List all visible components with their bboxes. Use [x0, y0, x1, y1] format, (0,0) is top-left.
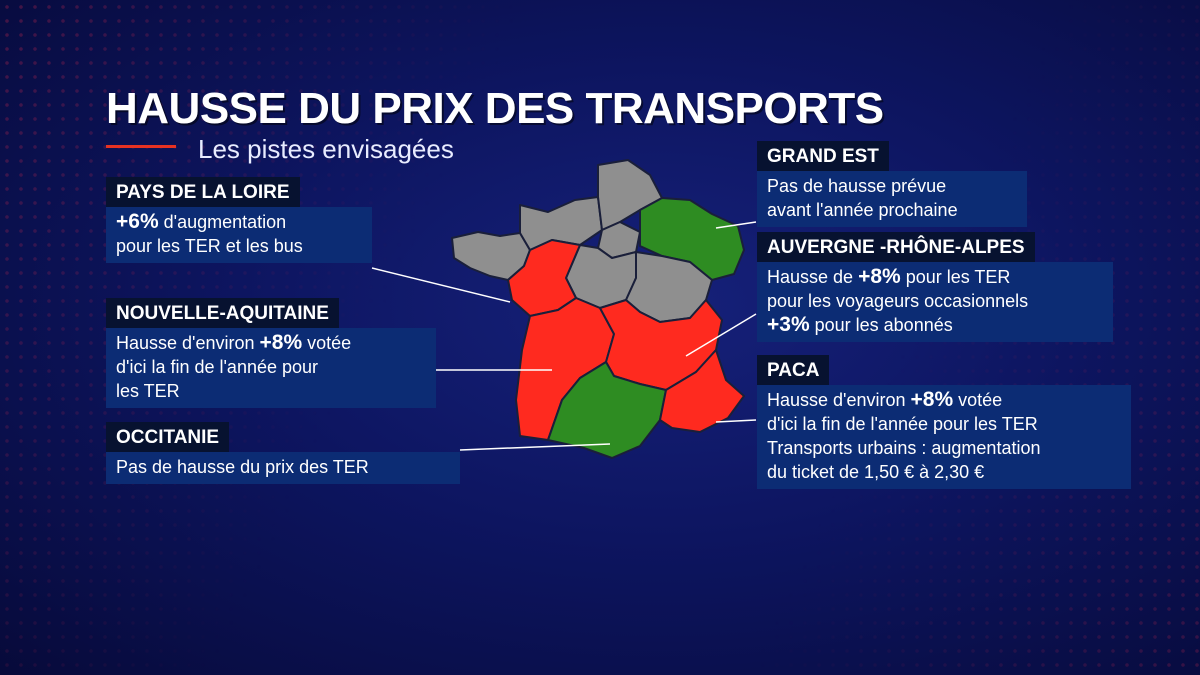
callout-title: NOUVELLE-AQUITAINE	[106, 298, 339, 328]
callout-text: d'ici la fin de l'année pour les TER	[767, 414, 1038, 434]
callout-text: Hausse d'environ	[116, 333, 260, 353]
callout-pays-de-la-loire: PAYS DE LA LOIRE +6% d'augmentation pour…	[106, 177, 372, 263]
callout-text: pour les TER	[900, 267, 1011, 287]
callout-text: pour les TER et les bus	[116, 236, 303, 256]
callout-line-grand-est	[715, 221, 757, 229]
callout-text: pour les abonnés	[809, 315, 953, 335]
callout-grand-est: GRAND EST Pas de hausse prévue avant l'a…	[757, 141, 1027, 227]
callout-text: pour les voyageurs occasionnels	[767, 291, 1029, 311]
callout-text: votée	[302, 333, 352, 353]
region-paca	[659, 349, 745, 433]
callout-title: PACA	[757, 355, 830, 385]
callout-text: Pas de hausse du prix des TER	[116, 457, 369, 477]
callout-line-occitanie	[459, 443, 611, 451]
percentage-value: +6%	[116, 210, 159, 233]
percentage-value: +8%	[259, 331, 303, 354]
callout-text: les TER	[116, 381, 180, 401]
region-normandie	[519, 196, 603, 251]
callout-auvergne-rhone-alpes: AUVERGNE -RHÔNE-ALPES Hausse de +8% pour…	[757, 232, 1113, 342]
region-pays-de-la-loire	[507, 239, 581, 317]
callout-text: Hausse de	[767, 267, 859, 287]
callout-occitanie: OCCITANIE Pas de hausse du prix des TER	[106, 422, 460, 484]
callout-line-pays-de-la-loire	[371, 267, 511, 303]
title-accent-line	[106, 145, 176, 148]
callout-title: PAYS DE LA LOIRE	[106, 177, 300, 207]
callout-text: d'augmentation	[158, 212, 287, 232]
page-title: HAUSSE DU PRIX DES TRANSPORTS	[106, 84, 884, 133]
callout-title: AUVERGNE -RHÔNE-ALPES	[757, 232, 1035, 262]
percentage-value: +8%	[910, 388, 954, 411]
callout-text: votée	[953, 390, 1003, 410]
callout-text: du ticket de 1,50 € à 2,30 €	[767, 462, 985, 482]
callout-text: Hausse d'environ	[767, 390, 911, 410]
callout-text: Transports urbains : augmentation	[767, 438, 1041, 458]
callout-line-auvergne-rhone-alpes	[685, 313, 757, 357]
callout-line-paca	[715, 419, 757, 423]
percentage-value: +8%	[858, 265, 901, 288]
callout-text: avant l'année prochaine	[767, 200, 958, 220]
percentage-value: +3%	[767, 313, 810, 336]
callout-title: GRAND EST	[757, 141, 889, 171]
callout-text: Pas de hausse prévue	[767, 176, 947, 196]
callout-nouvelle-aquitaine: NOUVELLE-AQUITAINE Hausse d'environ +8% …	[106, 298, 436, 408]
callout-paca: PACA Hausse d'environ +8% votée d'ici la…	[757, 355, 1131, 489]
callout-title: OCCITANIE	[106, 422, 230, 452]
page-subtitle: Les pistes envisagées	[198, 134, 454, 164]
callout-text: d'ici la fin de l'année pour	[116, 357, 319, 377]
